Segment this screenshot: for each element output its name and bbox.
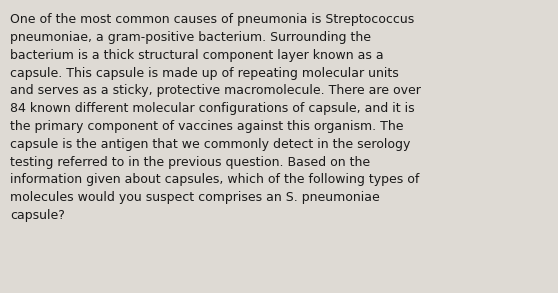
Text: One of the most common causes of pneumonia is Streptococcus
pneumoniae, a gram-p: One of the most common causes of pneumon… [10, 13, 421, 222]
